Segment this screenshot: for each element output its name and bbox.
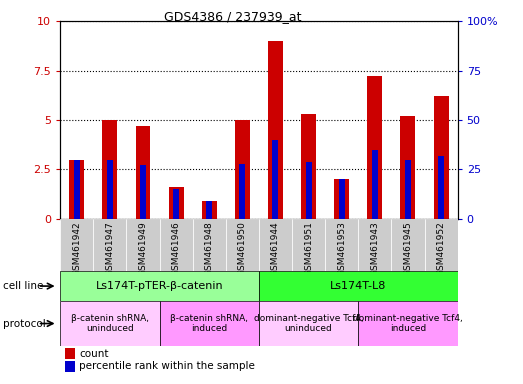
Text: protocol: protocol: [3, 318, 46, 329]
Bar: [425, 219, 458, 271]
Text: dominant-negative Tcf4,
induced: dominant-negative Tcf4, induced: [353, 314, 463, 333]
Text: cell line: cell line: [3, 281, 43, 291]
Bar: [405, 160, 411, 219]
Text: percentile rank within the sample: percentile rank within the sample: [79, 361, 255, 371]
Bar: [272, 140, 278, 219]
Bar: [268, 41, 283, 219]
Bar: [305, 162, 312, 219]
Text: count: count: [79, 349, 108, 359]
Bar: [434, 96, 449, 219]
Bar: [339, 179, 345, 219]
Bar: [438, 156, 444, 219]
FancyBboxPatch shape: [60, 271, 259, 301]
Bar: [367, 76, 382, 219]
Text: GSM461942: GSM461942: [72, 222, 81, 276]
Bar: [168, 187, 184, 219]
Text: Ls174T-pTER-β-catenin: Ls174T-pTER-β-catenin: [96, 281, 223, 291]
Text: β-catenin shRNA,
uninduced: β-catenin shRNA, uninduced: [71, 314, 149, 333]
Text: GSM461943: GSM461943: [370, 222, 379, 276]
Bar: [240, 164, 245, 219]
Bar: [334, 179, 349, 219]
Text: GSM461947: GSM461947: [105, 222, 115, 276]
Bar: [391, 219, 425, 271]
Text: Ls174T-L8: Ls174T-L8: [330, 281, 386, 291]
FancyBboxPatch shape: [60, 301, 160, 346]
Bar: [259, 219, 292, 271]
Bar: [235, 120, 250, 219]
Bar: [107, 160, 113, 219]
Text: GSM461952: GSM461952: [437, 222, 446, 276]
Text: β-catenin shRNA,
induced: β-catenin shRNA, induced: [170, 314, 248, 333]
Bar: [160, 219, 192, 271]
FancyBboxPatch shape: [259, 301, 358, 346]
Bar: [226, 219, 259, 271]
Bar: [173, 189, 179, 219]
Text: GSM461945: GSM461945: [403, 222, 413, 276]
FancyBboxPatch shape: [259, 271, 458, 301]
Text: GSM461950: GSM461950: [238, 222, 247, 276]
Text: GSM461946: GSM461946: [172, 222, 180, 276]
Text: GSM461953: GSM461953: [337, 222, 346, 276]
Bar: [372, 150, 378, 219]
Bar: [292, 219, 325, 271]
Text: GSM461948: GSM461948: [204, 222, 214, 276]
Bar: [192, 219, 226, 271]
Text: dominant-negative Tcf4,
uninduced: dominant-negative Tcf4, uninduced: [254, 314, 363, 333]
Bar: [74, 160, 79, 219]
Bar: [202, 201, 217, 219]
Text: GSM461949: GSM461949: [139, 222, 147, 276]
Bar: [140, 166, 146, 219]
Text: GSM461944: GSM461944: [271, 222, 280, 276]
Bar: [135, 126, 151, 219]
FancyBboxPatch shape: [160, 301, 259, 346]
Bar: [103, 120, 117, 219]
Bar: [127, 219, 160, 271]
Text: GDS4386 / 237939_at: GDS4386 / 237939_at: [164, 10, 301, 23]
Bar: [401, 116, 415, 219]
Bar: [325, 219, 358, 271]
Bar: [301, 114, 316, 219]
Bar: [69, 160, 84, 219]
Bar: [60, 219, 93, 271]
Bar: [206, 201, 212, 219]
FancyBboxPatch shape: [358, 301, 458, 346]
Bar: [358, 219, 391, 271]
Bar: [93, 219, 127, 271]
Text: GSM461951: GSM461951: [304, 222, 313, 276]
